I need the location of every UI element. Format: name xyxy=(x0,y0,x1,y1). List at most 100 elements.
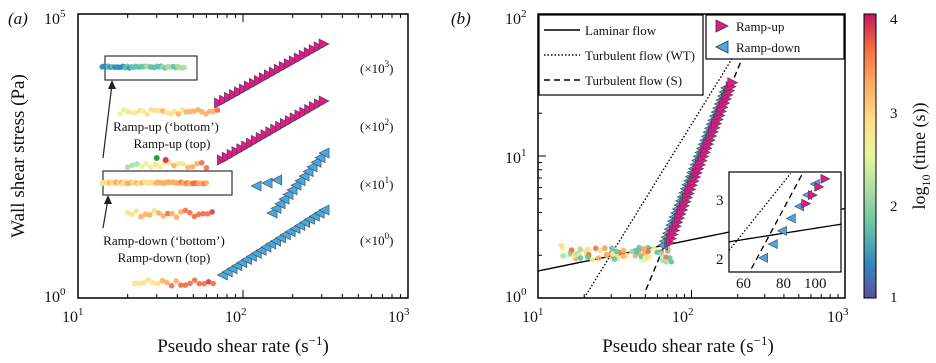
rampdown-lowshear-point xyxy=(204,211,211,217)
legend-rampdown-marker xyxy=(715,40,729,54)
rampup-top-lowshear-point xyxy=(138,163,145,170)
rampdown-lowshear-point xyxy=(173,214,180,220)
rampdown-top-lowshear-point xyxy=(145,277,152,283)
lowshear-point xyxy=(577,255,584,261)
rampup-top-lowshear-point xyxy=(185,164,191,171)
rampdown-lowshear-point xyxy=(182,207,189,214)
rampdown-lowshear-point xyxy=(151,207,158,214)
panel-b-xlabel: Pseudo shear rate (s−1) xyxy=(602,333,774,357)
rampdown-isolated-marker xyxy=(250,180,262,192)
colorbar-tick-1: 1 xyxy=(890,290,898,306)
rampdown-lowshear-point xyxy=(200,210,207,217)
rampdown-marker-1e1 xyxy=(274,198,286,210)
rampup-top-lowshear-point xyxy=(180,161,187,167)
panel-a-xtick-3: 103 xyxy=(388,306,410,326)
speck-point xyxy=(162,157,169,163)
speck-point xyxy=(153,155,160,161)
lowshear-point xyxy=(658,251,665,257)
rampup-top-lowshear-point xyxy=(198,159,205,166)
lowshear-point xyxy=(659,257,666,264)
rampup-marker-b xyxy=(727,77,739,89)
rampdown-marker-1e1 xyxy=(306,161,318,173)
annotation-rampdown-bottom: Ramp-down (‘bottom’) xyxy=(103,233,225,248)
panel-b-ytick-100: 102 xyxy=(505,8,527,28)
lowshear-point xyxy=(589,256,596,263)
inset-rampup-marker xyxy=(807,190,818,201)
lowshear-point xyxy=(611,256,618,262)
rampdown-lowshear-point xyxy=(191,213,198,220)
lowshear-point xyxy=(577,247,584,253)
rampdown-marker-1e0 xyxy=(318,204,330,216)
rampdown-marker-1e1 xyxy=(314,152,326,164)
panel-a-xlabel: Pseudo shear rate (s−1) xyxy=(157,333,329,357)
rampdown-marker-1e1 xyxy=(270,202,282,214)
inset-xtick-80: 80 xyxy=(776,276,791,292)
lowshear-point xyxy=(620,247,627,254)
offset-label-1e3: (×103) xyxy=(360,59,394,76)
rampdown-lowshear-point xyxy=(124,209,131,216)
rampup-top-lowshear-point xyxy=(134,161,140,167)
panel-a-scatter-points xyxy=(99,63,221,289)
rampdown-marker-1e1 xyxy=(318,147,330,159)
rampdown-top-lowshear-point xyxy=(136,280,142,287)
rampdown-top-lowshear-point xyxy=(164,279,170,286)
lowshear-point xyxy=(634,249,640,256)
inset-xtick-100: 100 xyxy=(804,276,827,292)
rampdown-top-lowshear-point xyxy=(173,278,179,284)
rampdown-marker-1e1 xyxy=(298,170,310,182)
lowshear-point xyxy=(593,245,599,252)
colorbar xyxy=(863,13,877,299)
marker-legend xyxy=(705,14,845,60)
panel-b-scatter-points xyxy=(558,242,675,265)
lowshear-point xyxy=(613,248,620,255)
lowshear-point xyxy=(585,254,591,260)
legend-turb-s-label: Turbulent flow (S) xyxy=(585,73,682,88)
inset-frame xyxy=(728,171,842,273)
panel-a-label: (a) xyxy=(8,9,28,28)
annotation-rampup-top: Ramp-up (top) xyxy=(134,136,211,151)
rampup-lowshear-point xyxy=(171,108,178,115)
lowshear-point xyxy=(620,253,626,259)
lowshear-point xyxy=(603,251,610,258)
inset-rampup-marker xyxy=(814,181,825,192)
arrowhead-rampdown xyxy=(104,195,112,204)
legend-rampup-label: Ramp-up xyxy=(736,19,784,34)
rampdown-lowshear-point xyxy=(138,213,144,220)
lowshear-point xyxy=(651,245,657,252)
panel-a-ytick-bottom: 100 xyxy=(44,286,66,306)
colorbar-tick-3: 3 xyxy=(890,106,898,122)
lowshear-point xyxy=(609,245,615,252)
rampdown-lowshear-point xyxy=(169,210,175,217)
rampdown-top-lowshear-point xyxy=(210,280,217,287)
lowshear-point xyxy=(641,245,647,252)
lowshear-point xyxy=(595,255,602,261)
offset-label-1e2: (×102) xyxy=(360,117,394,134)
panel-b-xtick-2: 102 xyxy=(672,306,694,326)
lowshear-point xyxy=(666,255,673,261)
rampdown-top-lowshear-point xyxy=(131,280,138,287)
rampdown-marker-1e1 xyxy=(266,207,278,219)
legend-rampdown-label: Ramp-down xyxy=(736,40,801,55)
colorbar-tick-4: 4 xyxy=(890,12,898,28)
panel-b-label: (b) xyxy=(451,9,471,28)
rampdown-marker-1e1 xyxy=(286,184,298,196)
panel-a-xtick-2: 102 xyxy=(225,306,247,326)
inset-ytick-2: 2 xyxy=(716,252,724,268)
rampup-top-lowshear-point xyxy=(157,164,163,170)
rampup-top-lowshear-point xyxy=(129,162,136,169)
rampdown-lowshear-point xyxy=(178,209,184,215)
rampup-lowshear-point xyxy=(140,108,147,114)
rampdown-lowshear-point xyxy=(129,211,135,218)
rampdown-top-lowshear-point xyxy=(178,282,184,288)
rampdown-top-lowshear-point xyxy=(140,280,147,286)
rampdown-top-lowshear-point xyxy=(159,277,166,284)
rampdown-lowshear-point xyxy=(209,209,215,215)
panel-a-ytick-top: 105 xyxy=(44,8,66,28)
rampdown-marker-1e1 xyxy=(282,189,294,201)
rampup-marker-1e3 xyxy=(318,38,330,50)
offset-label-1e0: (×100) xyxy=(360,231,394,248)
inset-turbulent-wt-line xyxy=(728,173,792,251)
rampdown-marker-1e1 xyxy=(290,179,302,191)
rampdown-top-lowshear-point xyxy=(168,282,175,289)
colorbar-tick-2: 2 xyxy=(890,199,898,215)
